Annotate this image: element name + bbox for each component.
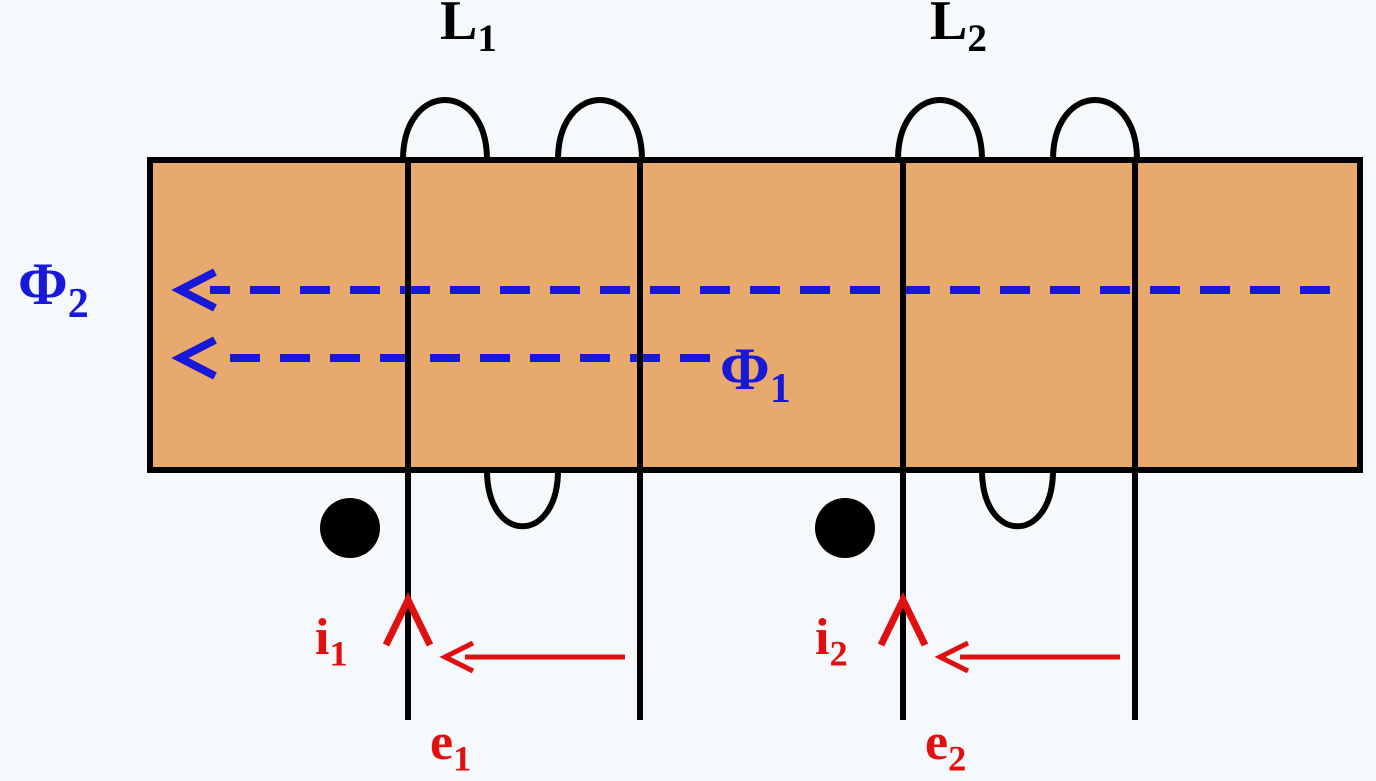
label-L2: L2 xyxy=(930,0,987,61)
label-e1-sub: 1 xyxy=(453,738,471,778)
coil1-loop1-top xyxy=(403,100,487,160)
label-i2-main: i xyxy=(815,609,829,666)
coil2-bottom-arc xyxy=(982,470,1053,526)
label-L1-main: L xyxy=(440,0,477,52)
magnetic-core xyxy=(150,160,1360,470)
label-e2: e2 xyxy=(925,713,966,779)
label-Phi2-main: Φ xyxy=(18,251,68,317)
label-e2-sub: 2 xyxy=(948,738,966,778)
label-e1-main: e xyxy=(430,714,453,771)
label-Phi2-sub: 2 xyxy=(68,281,89,327)
label-e2-main: e xyxy=(925,714,948,771)
label-i1-main: i xyxy=(315,609,329,666)
label-Phi2: Φ2 xyxy=(18,250,89,328)
polarity-dot-1 xyxy=(320,498,380,558)
label-i1-sub: 1 xyxy=(329,633,347,673)
coupled-inductor-diagram: L1 L2 Φ2 Φ1 i1 i2 e1 e2 xyxy=(0,0,1376,776)
label-i2: i2 xyxy=(815,608,848,674)
coil2-loop1-top xyxy=(898,100,982,160)
label-Phi1-main: Φ xyxy=(720,336,770,402)
label-L2-sub: 2 xyxy=(967,17,987,60)
coil2-loop2-top xyxy=(1053,100,1137,160)
label-Phi1: Φ1 xyxy=(720,335,791,413)
label-Phi1-sub: 1 xyxy=(770,366,791,412)
diagram-svg xyxy=(0,0,1376,776)
label-i1: i1 xyxy=(315,608,348,674)
coil1-loop2-top xyxy=(558,100,642,160)
label-L1-sub: 1 xyxy=(477,17,497,60)
label-L1: L1 xyxy=(440,0,497,61)
coil1-bottom-arc xyxy=(487,470,558,526)
polarity-dot-2 xyxy=(815,498,875,558)
label-e1: e1 xyxy=(430,713,471,779)
label-L2-main: L xyxy=(930,0,967,52)
label-i2-sub: 2 xyxy=(829,633,847,673)
